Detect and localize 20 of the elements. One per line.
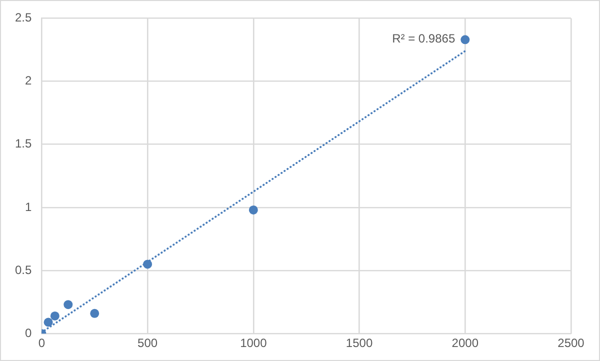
- point: [50, 311, 60, 320]
- point: [460, 35, 470, 44]
- annotation: R² = 0.9865: [392, 31, 456, 46]
- y-tick-label: 2: [24, 74, 32, 88]
- x-tick-label: 1500: [346, 336, 373, 350]
- point: [248, 205, 258, 214]
- y-tick-label: 2.5: [14, 10, 32, 25]
- x-tick-label: 0: [38, 336, 46, 350]
- y-tick-label: 0.5: [14, 262, 32, 277]
- y-tick-label: 1.5: [14, 136, 32, 151]
- point: [143, 260, 152, 269]
- y-tick-label: 0: [24, 326, 32, 340]
- x-tick-label: 1000: [240, 336, 268, 350]
- point: [44, 318, 53, 327]
- y-tick-label: 1: [24, 200, 32, 214]
- point: [90, 308, 100, 318]
- x-tick-label: 2000: [452, 336, 479, 350]
- x-tick-label: 500: [138, 336, 158, 350]
- point: [64, 300, 73, 310]
- x-tick-label: 2500: [558, 336, 585, 350]
